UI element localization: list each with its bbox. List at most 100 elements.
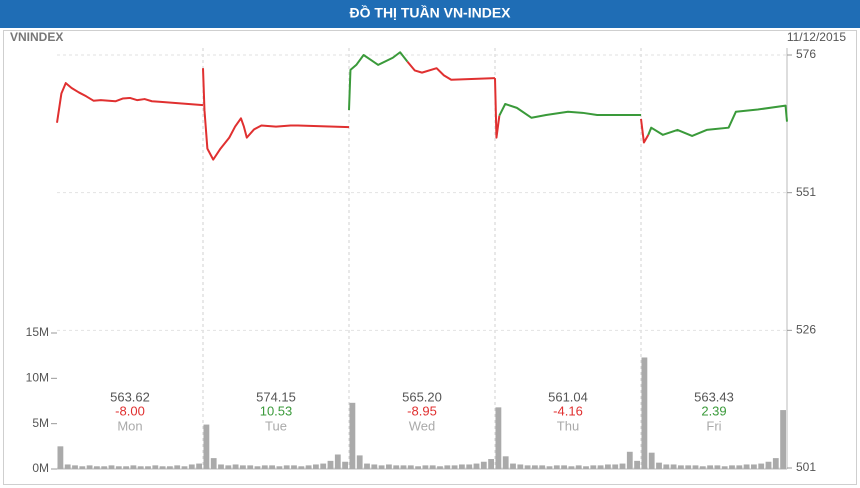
volume-bar [400,465,407,469]
volume-tick-label: 5M [32,416,49,430]
volume-bar [495,407,502,469]
volume-bar [605,464,611,469]
volume-bar [751,464,757,469]
volume-bar [130,465,137,469]
volume-bar [772,458,779,469]
volume-bar [612,464,619,469]
y-tick-label: 501 [796,460,816,474]
volume-bar [196,463,202,469]
day-label: Wed [409,418,436,433]
volume-bar [152,465,159,469]
volume-bar [429,465,436,469]
volume-bar [517,464,524,469]
volume-bar [261,465,268,469]
day-change: -8.95 [407,403,437,418]
volume-bar [72,465,78,469]
volume-bar [225,465,232,469]
volume-bar [291,465,297,469]
volume-bar [510,463,516,469]
volume-bar [641,357,648,469]
volume-bar [356,455,363,469]
volume-bar [524,465,531,469]
volume-bar [663,464,670,469]
volume-bar [780,410,786,469]
volume-bar [699,466,706,469]
volume-bar [736,465,743,469]
volume-bar [721,466,728,469]
date: 11/12/2015 [787,30,846,44]
volume-bar [101,466,108,469]
volume-bar [86,465,93,469]
price-line [647,104,788,137]
day-close: 561.04 [548,389,588,404]
volume-bar [729,465,735,469]
volume-bar [137,466,144,469]
volume-bar [619,463,626,469]
volume-bar [626,451,633,469]
volume-tick-label: 0M [32,461,49,475]
volume-bar [546,466,553,469]
day-close: 565.20 [402,389,442,404]
volume-bar [386,464,392,469]
volume-bar [218,464,224,469]
volume-bar [240,465,246,469]
volume-bar [459,464,465,469]
price-line [348,51,409,111]
price-line [56,82,204,123]
day-close: 563.43 [694,389,734,404]
volume-bar [79,466,86,469]
volume-bar [634,460,640,469]
volume-bar [648,452,655,469]
volume-bar [765,461,772,469]
volume-bar [247,465,254,469]
volume-bar [327,460,334,469]
volume-bar [590,465,597,469]
volume-bar [670,464,677,469]
volume-bar [437,466,443,469]
volume-bar [188,464,195,469]
y-tick-label: 576 [796,47,816,61]
volume-bar [159,466,166,469]
volume-bar [232,464,239,469]
volume-bar [349,402,356,469]
volume-bar [145,466,151,469]
volume-bar [488,459,494,469]
volume-bar [473,463,480,469]
volume-bar [553,465,560,469]
chart-frame [3,30,857,485]
volume-bar [656,462,662,469]
title-bar [0,0,860,28]
volume-bar [334,454,341,469]
volume-bar [743,464,750,469]
volume-bar [451,465,458,469]
volume-bar [466,464,473,469]
volume-bar [532,465,538,469]
volume-bar [378,465,385,469]
volume-bar [342,461,348,469]
volume-bar [678,465,684,469]
y-tick-label: 551 [796,185,816,199]
day-label: Thu [557,418,579,433]
volume-bar [371,464,378,469]
price-line [406,60,496,81]
price-line [640,118,650,144]
volume-bar [305,465,312,469]
volume-bar [57,446,64,469]
volume-bar [181,466,188,469]
volume-tick-label: 10M [26,371,49,385]
volume-bar [539,465,546,469]
chart-title: ĐỒ THỊ TUẦN VN-INDEX [350,4,512,21]
volume-bar [123,466,129,469]
volume-bar [276,466,283,469]
y-tick-label: 526 [796,323,816,337]
day-change: -4.16 [553,403,583,418]
day-change: -8.00 [115,403,145,418]
volume-bar [714,465,721,469]
volume-bar [320,463,327,469]
volume-bar [415,466,421,469]
day-label: Tue [265,418,287,433]
volume-bar [94,466,100,469]
day-change: 10.53 [260,403,293,418]
volume-bar [203,424,210,469]
